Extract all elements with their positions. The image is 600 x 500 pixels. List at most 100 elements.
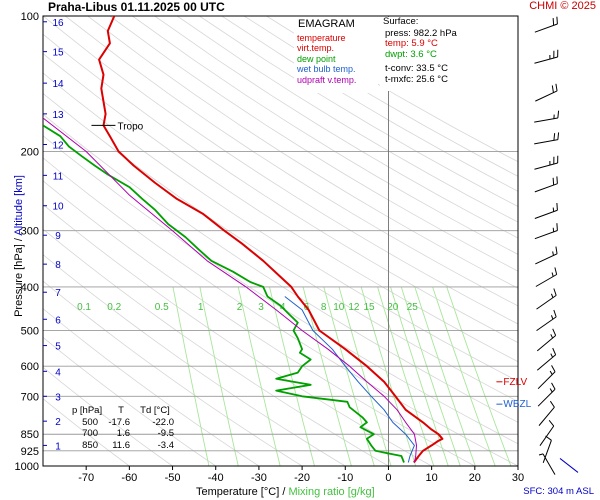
altitude-tick-label: 10: [52, 202, 64, 213]
series-line-dew-point: [43, 124, 405, 463]
table-cell: 850: [82, 439, 98, 451]
altitude-tick-label: 7: [55, 288, 61, 299]
mixing-ratio-label: 20: [387, 302, 399, 313]
dry-adiabat: [109, 16, 518, 272]
mixing-ratio-label: 3: [258, 302, 264, 313]
series-line-temperature: [98, 16, 444, 464]
pressure-tick-label: 925: [21, 446, 39, 458]
plot-frame: [42, 15, 519, 467]
pressure-tick-label: 1000: [15, 461, 39, 473]
pressure-tick-label: 100: [21, 11, 39, 23]
dry-adiabat: [132, 16, 518, 255]
mixing-ratio-lines: [172, 286, 512, 466]
table-cell: 500: [82, 416, 98, 428]
surface-pressure: press: 982.2 hPa: [385, 27, 457, 39]
altitude-tick-label: 15: [52, 48, 64, 59]
wind-barb: [534, 110, 560, 123]
wind-barb: [538, 453, 556, 475]
wind-barb: [538, 400, 555, 426]
dry-adiabat: [199, 16, 518, 207]
mixing-ratio-line: [414, 286, 476, 466]
pressure-tick-label: 200: [21, 146, 39, 158]
sounding-series: [43, 16, 444, 464]
wind-barb: [534, 223, 558, 240]
x-tick-label: -20: [294, 472, 310, 484]
mixing-ratio-label: 8: [321, 302, 327, 313]
altitude-tick-label: 14: [52, 79, 64, 90]
mixing-ratio-line: [338, 286, 392, 466]
level-table: p [hPa] T Td [°C] 500 -17.6 -22.0 700 1.…: [72, 405, 178, 451]
table-cell: -22.0: [152, 416, 174, 428]
mixing-ratio-label: 2: [237, 302, 243, 313]
surface-tmxfc: t-mxfc: 25.6 °C: [385, 73, 448, 85]
mixing-ratio-line: [269, 286, 315, 466]
y-axis-title-altitude: Altitude [km]: [12, 175, 25, 236]
pressure-tick-label: 500: [21, 326, 39, 338]
y-axis-title-pressure: Pressure [hPa] /: [12, 235, 25, 317]
legend-item-temperature: temperature: [297, 32, 346, 43]
pressure-tick-label: 300: [21, 226, 39, 238]
table-cell: 1.6: [116, 428, 130, 439]
x-axis-title-temperature: Temperature [°C] /: [196, 486, 289, 498]
legend-title: EMAGRAM: [298, 18, 355, 30]
surface-temperature: temp: 5.9 °C: [385, 38, 438, 49]
wind-barb: [535, 246, 558, 265]
wind-barb: [534, 16, 558, 33]
pressure-tick-label: 600: [21, 361, 39, 373]
x-tick-label: 20: [469, 472, 481, 484]
legend-item-updraft: udpraft v.temp.: [297, 74, 357, 85]
wind-barb: [542, 435, 552, 464]
station-title: Praha-Libus 01.11.2025 00 UTC: [48, 0, 225, 14]
table-row: 700 1.6 -9.5: [72, 428, 178, 440]
wind-barb: [536, 288, 557, 310]
wind-barb: [534, 132, 560, 145]
x-tick-label: -50: [165, 472, 181, 484]
x-tick-label: -60: [121, 472, 137, 484]
mixing-ratio-line: [377, 286, 435, 466]
altitude-tick-label: 8: [55, 260, 61, 271]
surface-tconv: t-conv: 33.5 °C: [385, 63, 448, 74]
dry-adiabat: [176, 16, 518, 223]
surface-wind-barb: [559, 458, 579, 473]
table-header-p: p [hPa]: [72, 405, 103, 416]
table-cell: -9.5: [157, 428, 174, 439]
series-line-udpraft-v-temp-: [43, 117, 417, 463]
x-tick-label: -40: [208, 472, 224, 484]
wind-barb: [535, 83, 558, 102]
table-cell: -17.6: [108, 416, 130, 428]
wind-barb: [539, 420, 555, 446]
mixing-ratio-line: [446, 286, 512, 466]
wind-barb: [535, 267, 558, 287]
altitude-tick-label: 1: [55, 441, 61, 452]
altitude-tick-label: 4: [55, 367, 61, 378]
wind-barb: [536, 309, 557, 332]
wind-barb: [534, 202, 558, 219]
table-header-t: T: [118, 405, 124, 416]
x-tick-label: -70: [78, 472, 94, 484]
wind-barb: [536, 328, 557, 352]
altitude-tick-label: 3: [55, 392, 61, 403]
dry-adiabat: [43, 113, 518, 423]
dry-adiabat: [43, 72, 518, 382]
x-axis-title: Temperature [°C] / Mixing ratio [g/kg]: [196, 486, 375, 498]
mixing-ratio-label: 10: [333, 302, 345, 313]
mixing-ratio-label: 1: [198, 302, 204, 313]
x-tick-label: 0: [385, 472, 391, 484]
altitude-tick-label: 9: [55, 231, 61, 242]
table-cell: -3.4: [157, 439, 174, 451]
surface-header: Surface:: [383, 16, 419, 27]
pressure-tick-label: 400: [21, 282, 39, 294]
mixing-ratio-line: [172, 286, 210, 466]
x-tick-label: 10: [426, 472, 438, 484]
x-tick-label: -30: [251, 472, 267, 484]
dry-adiabat: [43, 52, 518, 363]
altitude-tick-label: 13: [52, 110, 64, 121]
wind-barb: [534, 176, 558, 193]
legend-item-virt-temp: virt.temp.: [297, 43, 335, 53]
altitude-tick-label: 2: [55, 417, 61, 428]
surface-box: Surface: press: 982.2 hPa temp: 5.9 °C d…: [380, 16, 490, 91]
mixing-ratio-label: 15: [363, 302, 375, 313]
table-cell: 700: [82, 428, 98, 439]
dry-adiabat: [65, 16, 518, 307]
